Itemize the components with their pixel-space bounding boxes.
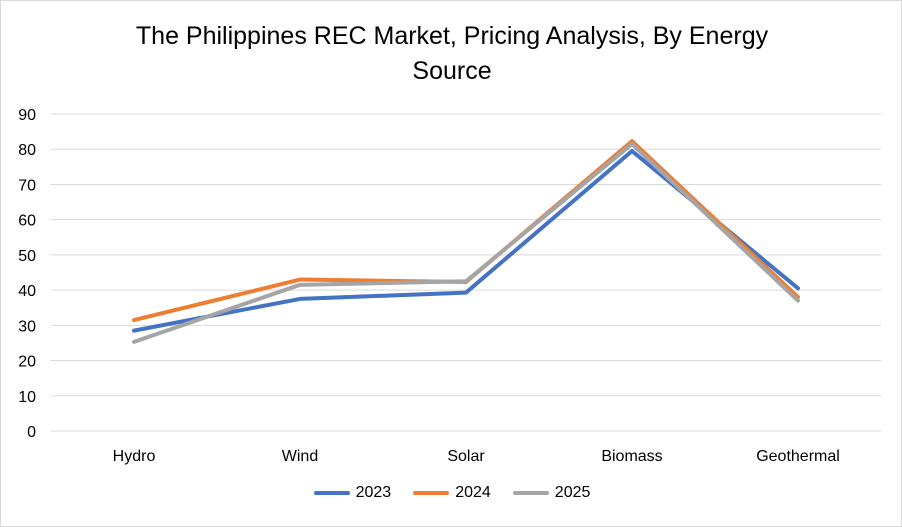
legend-swatch-2024: [413, 491, 450, 495]
legend-label-2025: 2025: [554, 484, 591, 501]
y-tick-label-80: 80: [18, 142, 36, 159]
legend-item-2024: 2024: [413, 484, 491, 502]
y-tick-label-60: 60: [18, 213, 36, 230]
y-tick-label-10: 10: [18, 389, 36, 406]
x-tick-label-biomass: Biomass: [601, 448, 662, 465]
y-tick-label-30: 30: [18, 318, 36, 335]
chart-title-line-2: Source: [412, 57, 492, 85]
series-line-2025: [132, 141, 800, 344]
y-tick-label-0: 0: [27, 424, 36, 441]
y-tick-label-70: 70: [18, 177, 36, 194]
legend-label-2023: 2023: [355, 484, 392, 501]
y-tick-label-90: 90: [18, 107, 36, 124]
x-tick-label-solar: Solar: [447, 448, 485, 465]
x-tick-label-geothermal: Geothermal: [756, 448, 840, 465]
plot-area: 0 10 20 30 40 50 60 70 80 90 Hydro Wind Solar Biomass…: [18, 107, 881, 465]
y-tick-label-40: 40: [18, 283, 36, 300]
legend: 2023 2024 2025: [1, 484, 902, 502]
series-line-2023: [132, 148, 800, 333]
x-tick-label-hydro: Hydro: [113, 448, 156, 465]
legend-label-2024: 2024: [455, 484, 491, 501]
y-tick-label-20: 20: [18, 354, 36, 371]
legend-item-2023: 2023: [313, 484, 392, 502]
legend-swatch-2023: [313, 491, 350, 495]
x-tick-label-wind: Wind: [282, 448, 318, 465]
legend-item-2025: 2025: [512, 484, 591, 502]
chart-title: The Philippines REC Market, Pricing Anal…: [1, 19, 902, 89]
chart-title-line-1: The Philippines REC Market, Pricing Anal…: [135, 22, 769, 50]
legend-swatch-2025: [512, 491, 549, 495]
y-tick-label-50: 50: [18, 248, 36, 265]
